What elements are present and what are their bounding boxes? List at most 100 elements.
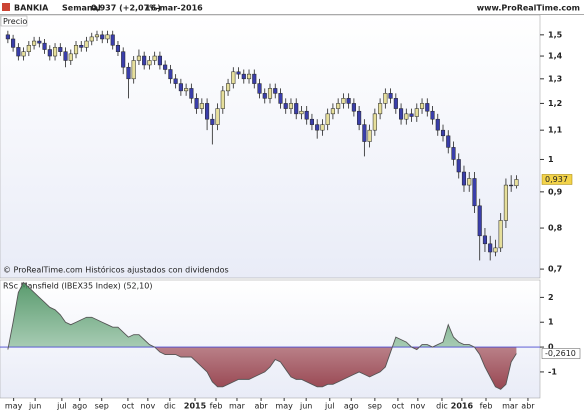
candle-body [63, 51, 68, 61]
candle-body [309, 118, 314, 125]
candle-body [278, 93, 283, 104]
candle-body [498, 220, 503, 249]
candle-body [236, 71, 241, 75]
candle-body [37, 40, 42, 44]
candle-body [419, 103, 425, 109]
y-tick-label: 0,9 [548, 187, 563, 196]
candle-body [142, 55, 147, 66]
x-tick-label: abr [521, 402, 535, 411]
candle-body [89, 36, 94, 42]
candle-body [226, 83, 231, 92]
candle-body [11, 38, 16, 48]
candle-body [425, 103, 430, 112]
candle-body [393, 98, 398, 109]
candle-body [173, 78, 178, 84]
candle-body [409, 113, 414, 117]
candle-body [283, 103, 288, 109]
logo [2, 3, 10, 11]
x-tick-label: feb [480, 402, 493, 411]
x-tick-label: nov [410, 402, 425, 411]
y-tick-label: 1,3 [548, 74, 562, 83]
y-tick-label: 0,8 [548, 224, 563, 233]
candle-body [241, 73, 246, 80]
candle-body [100, 34, 105, 40]
candle-body [189, 88, 194, 99]
candle-body [184, 88, 189, 92]
candle-body [73, 45, 79, 55]
candle-body [414, 108, 419, 117]
candle-body [5, 34, 10, 40]
panel-title-box [0, 15, 28, 27]
y-tick-label: 0,7 [548, 265, 562, 274]
candle-body [205, 103, 210, 120]
candle-body [42, 42, 47, 50]
candle-body [461, 171, 467, 186]
candle-body [163, 64, 168, 70]
area-negative [7, 347, 517, 390]
candle-body [488, 243, 493, 253]
candle-body [194, 98, 199, 109]
last-value-label: 0,937 [545, 175, 568, 184]
area-positive [8, 282, 475, 348]
candle-body [299, 110, 304, 115]
candle-body [288, 103, 294, 109]
candle-body [136, 55, 141, 61]
candle-body [131, 60, 136, 80]
candle-body [147, 60, 152, 66]
x-tick-label: mar [229, 402, 246, 411]
candle-body [456, 159, 461, 173]
y-tick-label: 1,2 [548, 99, 562, 108]
candle-body [446, 135, 451, 148]
candle-body [252, 73, 257, 84]
candle-body [32, 40, 37, 46]
candle-body [315, 124, 320, 131]
candle-body [430, 110, 435, 120]
candle-body [257, 83, 262, 94]
candle-body [509, 184, 514, 187]
candle-body [58, 47, 63, 52]
candle-body [168, 69, 173, 80]
x-tick-label: feb [210, 402, 223, 411]
candle-body [341, 98, 346, 104]
candle-body [367, 129, 372, 142]
y-tick-label: 1,1 [548, 126, 563, 135]
last-value-box [541, 174, 573, 185]
candle-body [336, 103, 341, 109]
candle-body [157, 55, 162, 66]
y-tick-label: -1 [548, 367, 557, 376]
candle-body [388, 93, 393, 99]
last-value-box [541, 348, 581, 359]
candle-body [330, 108, 335, 115]
x-tick-label: nov [140, 402, 155, 411]
date: 16-mar-2016 [145, 4, 203, 13]
candle-body [47, 49, 52, 57]
candle-body [346, 98, 351, 104]
panel-title: RSc Mansfield (IBEX35 Index) (52,10) [3, 282, 152, 291]
candle-body [210, 118, 215, 125]
candle-body [84, 40, 89, 48]
candle-body [262, 93, 267, 99]
candle-body [68, 53, 73, 61]
candle-body [110, 34, 115, 46]
candle-body [493, 247, 498, 253]
candle-body [325, 113, 330, 125]
candle-body [294, 103, 299, 115]
x-tick-label: ago [72, 402, 87, 411]
y-tick-label: 0 [548, 343, 554, 352]
candle-body [199, 103, 204, 109]
candle-body [362, 124, 367, 142]
candle-body [267, 88, 273, 99]
candle-body [16, 47, 21, 57]
candle-body [115, 45, 121, 52]
candle-body [404, 113, 409, 120]
candle-body [435, 118, 440, 131]
last-value-label: -0,2610 [545, 349, 576, 358]
x-tick-label: dic [436, 402, 448, 411]
panel-title: Precio [3, 17, 27, 26]
x-tick-label: dic [164, 402, 176, 411]
candle-body [273, 88, 278, 94]
y-tick-label: 2 [548, 293, 554, 302]
y-tick-label: 1,4 [548, 52, 563, 61]
candle-body [482, 235, 488, 245]
